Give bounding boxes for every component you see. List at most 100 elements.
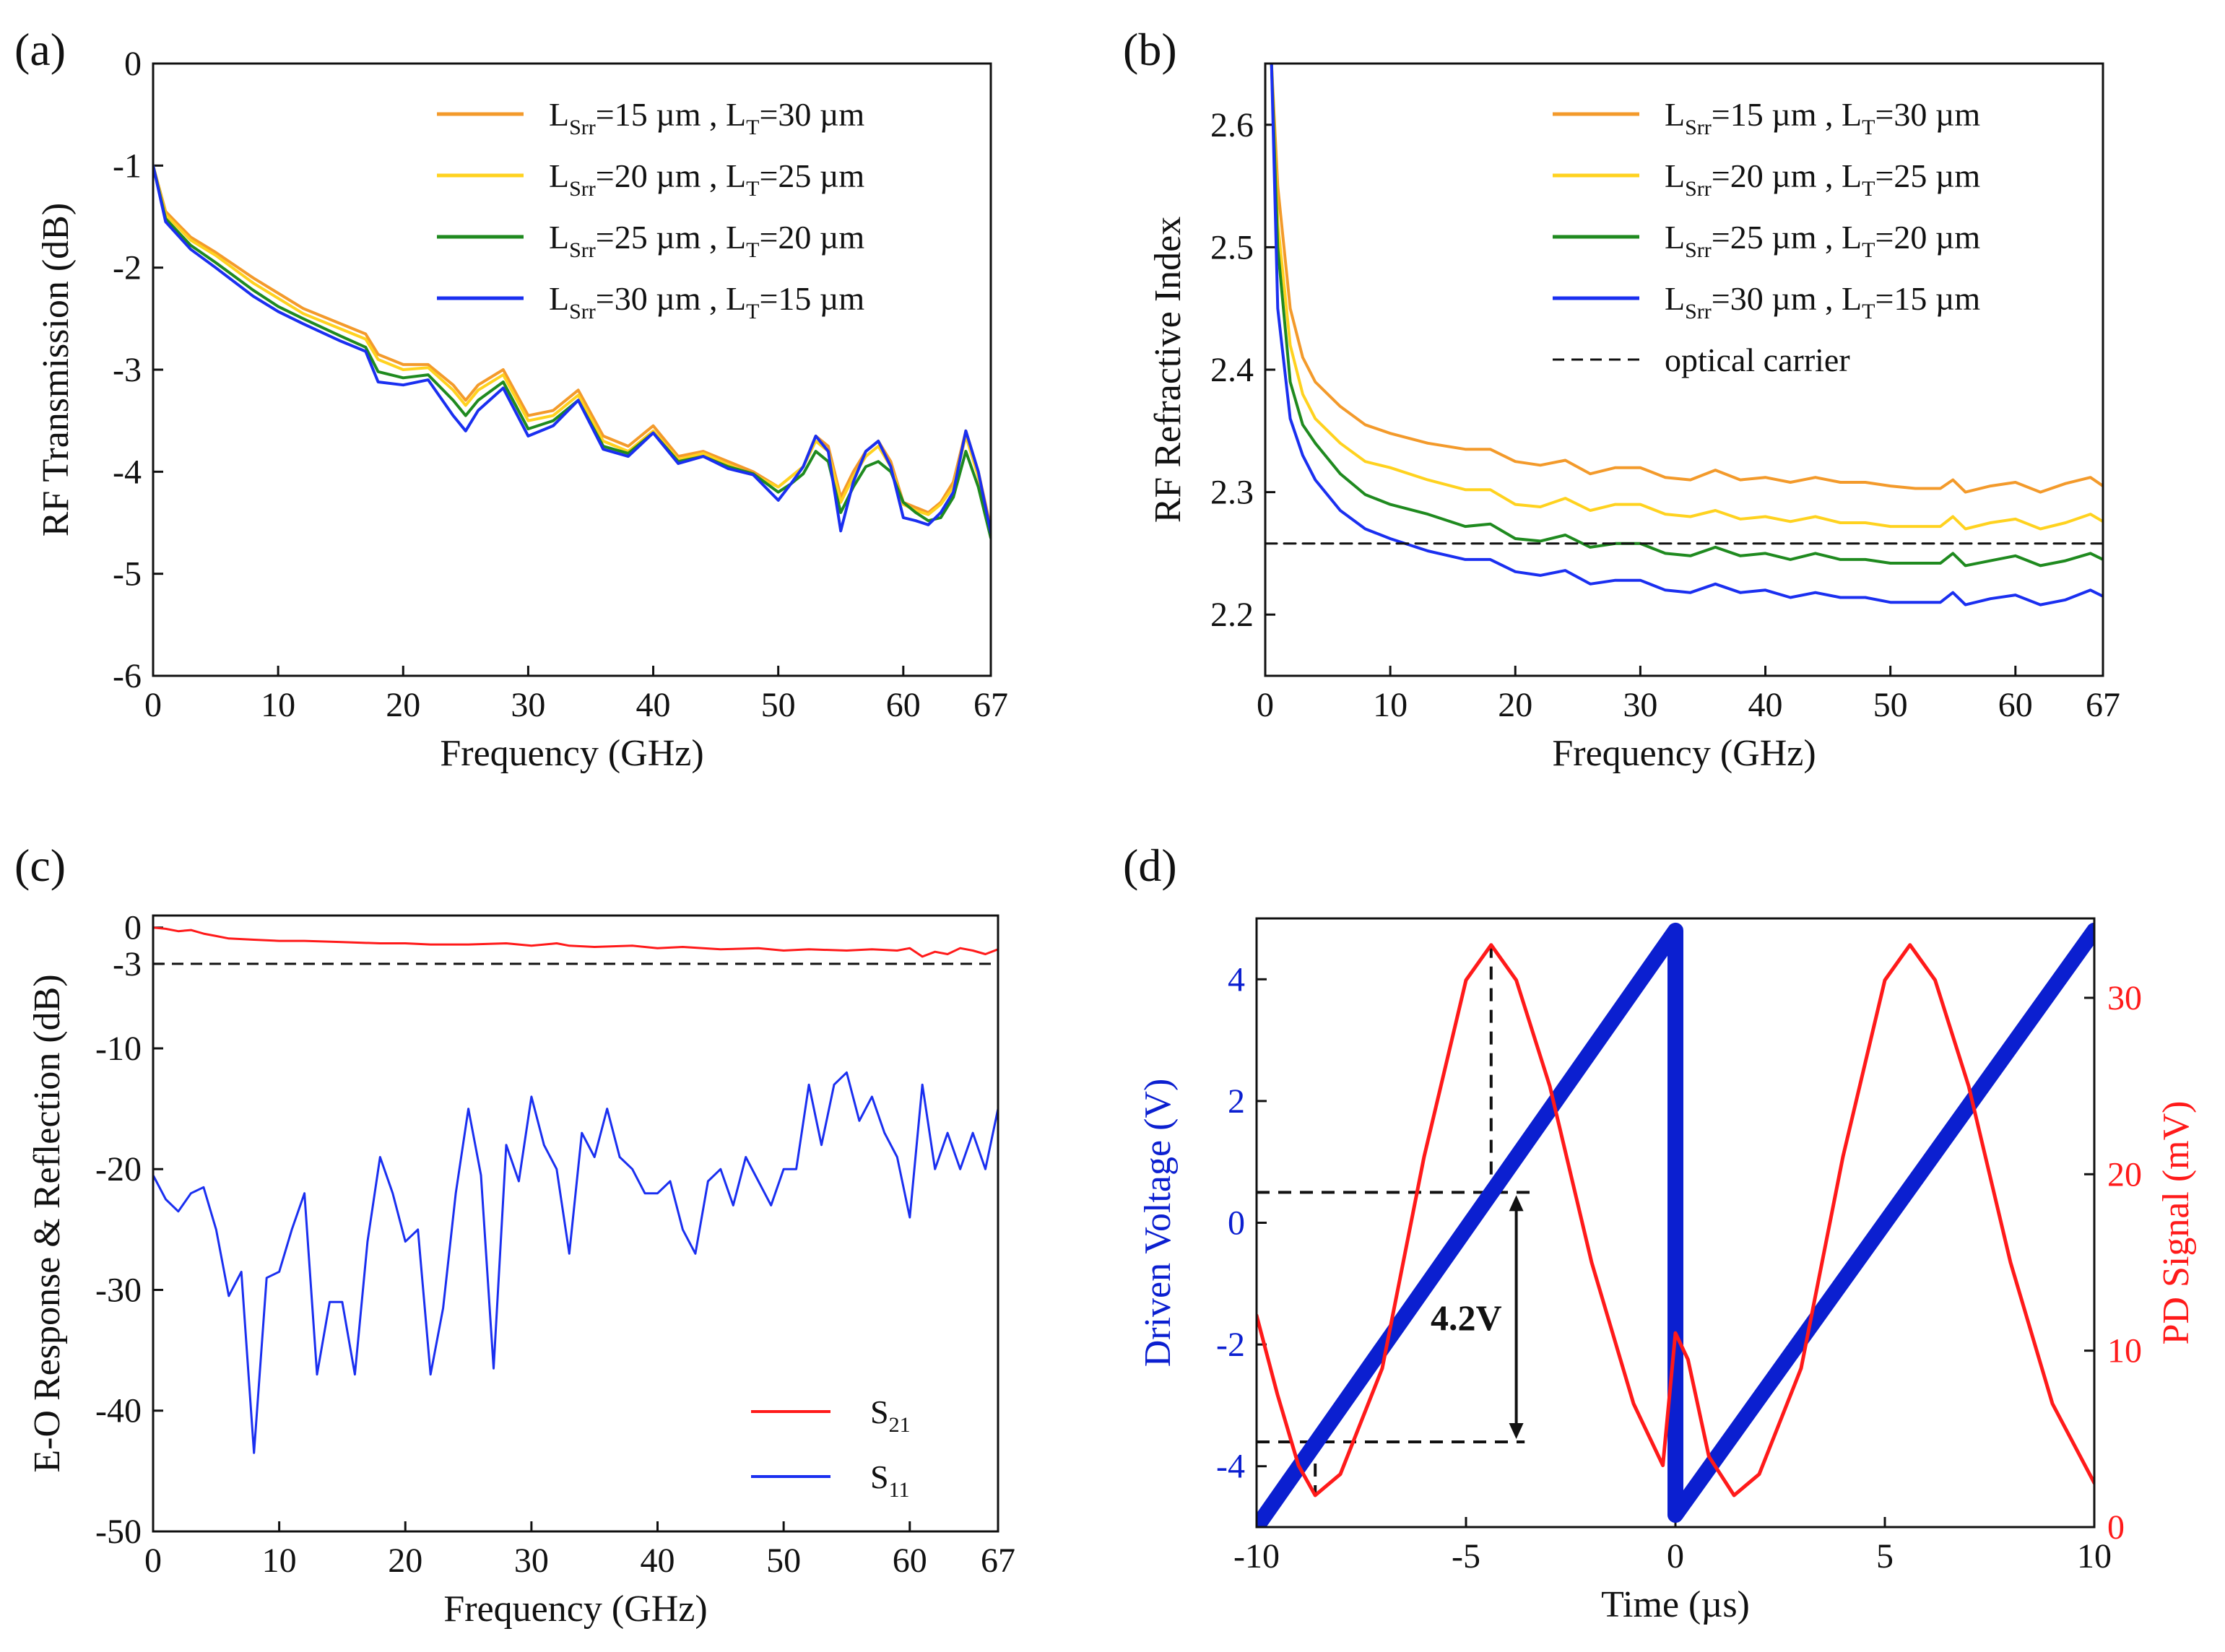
- x-axis-label: Time (µs): [1601, 1584, 1750, 1625]
- x-tick-label: 0: [144, 1542, 162, 1580]
- y-tick-label: -4: [1216, 1448, 1245, 1486]
- y-axis-label: Driven Voltage (V): [1137, 1079, 1179, 1368]
- panel-label-a: (a): [14, 24, 66, 75]
- x-tick-label: 40: [636, 686, 671, 724]
- panel-label-b: (b): [1123, 24, 1177, 75]
- y-tick-label: 2.3: [1210, 474, 1254, 512]
- y-tick-label: -5: [113, 555, 142, 594]
- annotation-arrow-head-up: [1509, 1195, 1524, 1212]
- x-tick-label: 67: [973, 686, 1008, 724]
- x-tick-label: 30: [514, 1542, 549, 1580]
- y-tick-label: -2: [1216, 1326, 1245, 1364]
- y-right-tick-label: 30: [2107, 979, 2142, 1017]
- annotation-4-2v-label: 4.2V: [1431, 1297, 1502, 1338]
- series-line: [153, 164, 991, 535]
- y-tick-label: -20: [95, 1150, 142, 1188]
- y-tick-label: -10: [95, 1030, 142, 1068]
- chart-b: 0 10 20 30 40 50 60 67 2.2 2.3 2.4 2.5 2.6 Frequency …: [1148, 62, 2120, 774]
- panel-label-c: (c): [14, 840, 66, 891]
- series-line: [1270, 64, 2103, 531]
- legend-entry: LSrr=30 µm , LT=15 µm: [549, 280, 864, 323]
- y-tick-label: 2.4: [1210, 351, 1254, 389]
- x-tick-label: 10: [262, 1542, 297, 1580]
- series-line: [153, 164, 991, 535]
- x-tick-label: 20: [388, 1542, 422, 1580]
- chart-a: 0 10 20 30 40 50 60 67 0 -1 -2 -3 -4 -5 -6 Frequency (G…: [35, 45, 1008, 774]
- x-axis-label: Frequency (GHz): [1552, 733, 1816, 774]
- legend-entry: LSrr=15 µm , LT=30 µm: [549, 96, 864, 139]
- y-tick-label: -1: [113, 147, 142, 185]
- legend-entry: LSrr=20 µm , LT=25 µm: [1665, 157, 1980, 201]
- x-tick-label: -5: [1452, 1537, 1480, 1575]
- legend-entry: LSrr=25 µm , LT=20 µm: [1665, 219, 1980, 262]
- x-tick-label: 60: [893, 1542, 927, 1580]
- x-axis-label: Frequency (GHz): [440, 733, 703, 774]
- chart-c: 0 10 20 30 40 50 60 670-3-10-20-30-40-50Frequen…: [27, 909, 1015, 1630]
- plot-frame: [1255, 917, 2096, 1529]
- x-tick-label: 10: [261, 686, 295, 724]
- y-axis-label: RF Transmission (dB): [35, 203, 77, 536]
- x-tick-label: 50: [1873, 686, 1908, 724]
- x-tick-label: 0: [1257, 686, 1274, 724]
- y-tick-label: -40: [95, 1392, 142, 1430]
- y-tick-label: -3: [113, 945, 142, 983]
- y-tick-label: 2: [1228, 1082, 1245, 1121]
- y-axis-label: RF Refractive Index: [1148, 217, 1189, 523]
- legend-entry: S11: [870, 1458, 909, 1502]
- y-tick-label: 2.5: [1210, 228, 1254, 266]
- series-line: [1257, 943, 2094, 1497]
- x-tick-label: 10: [2077, 1537, 2112, 1575]
- x-tick-label: 20: [386, 686, 420, 724]
- y-tick-label: 4: [1228, 960, 1245, 999]
- legend-entry: LSrr=20 µm , LT=25 µm: [549, 157, 864, 201]
- legend-entry: LSrr=30 µm , LT=15 µm: [1665, 280, 1980, 323]
- series-line: [153, 926, 998, 958]
- y-right-tick-label: 20: [2107, 1155, 2142, 1194]
- x-tick-label: 5: [1876, 1537, 1894, 1575]
- y-tick-label: 0: [124, 45, 142, 83]
- y-tick-label: 0: [1228, 1204, 1245, 1243]
- legend-entry: optical carrier: [1665, 342, 1850, 378]
- x-tick-label: 20: [1498, 686, 1532, 724]
- x-tick-label: 60: [1998, 686, 2033, 724]
- x-tick-label: 50: [761, 686, 796, 724]
- series-line: [153, 164, 991, 540]
- plot-frame: [152, 914, 999, 1533]
- x-tick-label: 30: [511, 686, 545, 724]
- y-tick-label: -30: [95, 1271, 142, 1309]
- x-tick-label: 30: [1623, 686, 1657, 724]
- x-tick-label: 67: [2086, 686, 2120, 724]
- y-tick-label: 0: [124, 909, 142, 947]
- x-tick-label: 0: [144, 686, 162, 724]
- x-tick-label: 40: [641, 1542, 675, 1580]
- series-line: [153, 164, 991, 530]
- y-right-axis-label: PD Signal (mV): [2156, 1101, 2197, 1345]
- x-tick-label: 60: [886, 686, 921, 724]
- legend-entry: LSrr=15 µm , LT=30 µm: [1665, 96, 1980, 139]
- x-tick-label: 67: [981, 1542, 1015, 1580]
- series-line: [1270, 64, 2103, 568]
- y-tick-label: 2.6: [1210, 106, 1254, 144]
- legend-entry: S21: [870, 1394, 911, 1437]
- series-line: [1270, 64, 2103, 494]
- x-tick-label: -10: [1233, 1537, 1280, 1575]
- y-tick-label: -2: [113, 249, 142, 287]
- y-tick-label: 2.2: [1210, 596, 1254, 634]
- panel-label-d: (d): [1123, 840, 1177, 891]
- y-right-tick-label: 10: [2107, 1332, 2142, 1370]
- y-tick-label: -4: [113, 453, 142, 491]
- plot-frame: [152, 62, 992, 677]
- plot-area: [1257, 922, 2094, 1527]
- x-axis-label: Frequency (GHz): [443, 1588, 707, 1630]
- y-tick-label: -50: [95, 1513, 142, 1551]
- plot-area: [153, 926, 998, 1454]
- x-tick-label: 40: [1748, 686, 1783, 724]
- x-tick-label: 0: [1667, 1537, 1684, 1575]
- series-line: [153, 1071, 998, 1454]
- y-tick-label: -6: [113, 657, 142, 695]
- y-tick-label: -3: [113, 351, 142, 389]
- plot-area: [1265, 64, 2103, 607]
- series-line: [1270, 64, 2103, 607]
